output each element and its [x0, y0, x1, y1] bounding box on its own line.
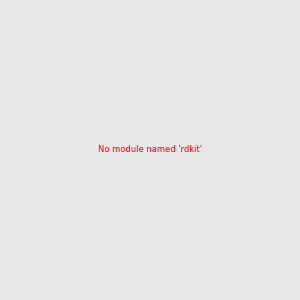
- Text: No module named 'rdkit': No module named 'rdkit': [98, 146, 202, 154]
